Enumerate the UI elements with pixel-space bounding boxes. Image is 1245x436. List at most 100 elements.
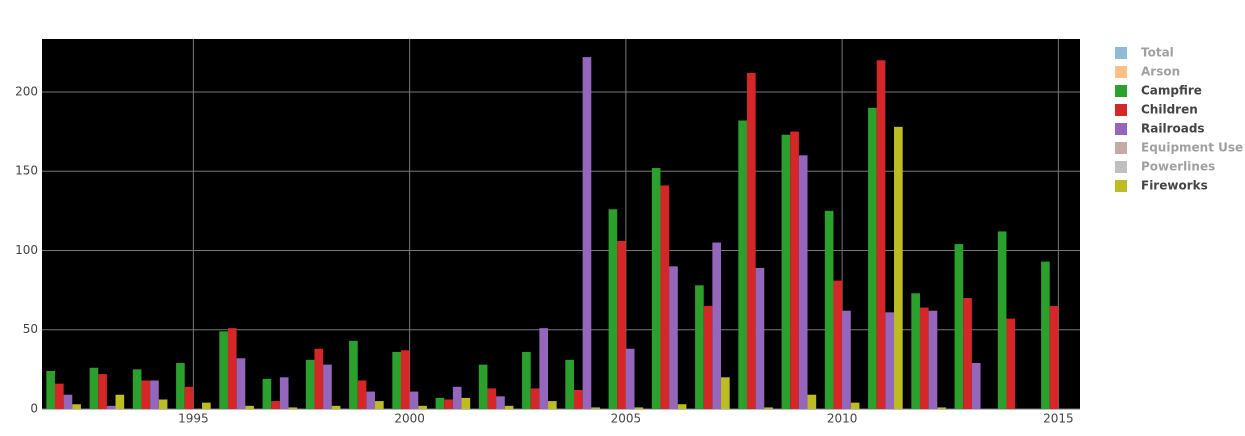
bar — [202, 402, 211, 409]
y-tick-label: 50 — [23, 322, 38, 336]
bar — [141, 380, 151, 409]
bar — [548, 401, 557, 409]
bar — [928, 310, 938, 409]
legend-label[interactable]: Arson — [1141, 65, 1180, 79]
bar — [539, 328, 549, 409]
bar — [522, 351, 531, 409]
bar — [530, 388, 540, 409]
bar — [305, 359, 315, 409]
bar — [911, 293, 920, 409]
legend-label[interactable]: Total — [1141, 46, 1174, 60]
bar — [1041, 261, 1050, 409]
bar — [721, 377, 730, 409]
bar — [919, 307, 929, 409]
legend-swatch[interactable] — [1115, 142, 1127, 154]
bar — [781, 134, 791, 409]
bar — [868, 107, 877, 409]
bar — [46, 370, 55, 409]
bar — [279, 377, 289, 409]
bar — [565, 359, 574, 409]
x-tick-label: 2000 — [394, 412, 425, 426]
bar — [651, 168, 661, 409]
x-tick-label: 1995 — [178, 412, 209, 426]
y-tick-label: 200 — [15, 84, 38, 98]
bar — [496, 396, 505, 409]
bar — [617, 240, 626, 409]
bar — [608, 209, 618, 409]
bar — [72, 404, 81, 409]
bar — [271, 401, 280, 409]
bar — [349, 340, 358, 409]
bar — [824, 210, 834, 409]
y-tick-label: 0 — [30, 402, 38, 416]
bar — [971, 363, 981, 409]
bar — [764, 407, 773, 409]
bar — [573, 389, 583, 409]
bar — [132, 369, 142, 409]
bar — [409, 391, 419, 409]
bar — [703, 305, 713, 409]
bar — [876, 60, 886, 410]
bar — [660, 185, 670, 409]
legend-label[interactable]: Railroads — [1141, 122, 1205, 136]
bar — [625, 348, 635, 409]
legend-swatch[interactable] — [1115, 104, 1127, 116]
bar — [738, 120, 747, 410]
x-tick-label: 2010 — [827, 412, 858, 426]
bar — [314, 348, 324, 409]
bar — [435, 397, 445, 409]
bar — [954, 244, 964, 409]
bar — [755, 267, 765, 409]
bar — [504, 405, 514, 409]
legend-label[interactable]: Campfire — [1141, 84, 1202, 98]
legend-swatch[interactable] — [1115, 123, 1127, 135]
bar — [89, 367, 99, 409]
legend-label[interactable]: Equipment Use — [1141, 141, 1243, 155]
bar — [1049, 305, 1059, 409]
bar — [418, 405, 427, 409]
bar — [331, 405, 341, 409]
bar — [366, 391, 376, 409]
legend-label[interactable]: Children — [1141, 103, 1198, 117]
bar — [375, 401, 384, 409]
bar — [236, 358, 246, 409]
bar — [850, 402, 860, 409]
legend-label[interactable]: Fireworks — [1141, 179, 1208, 193]
bar — [746, 72, 756, 409]
bar — [807, 394, 817, 409]
bar — [1006, 318, 1016, 409]
bar — [323, 364, 332, 409]
bar — [392, 351, 401, 409]
bar — [115, 394, 125, 409]
bar — [54, 383, 64, 409]
bar — [478, 364, 488, 409]
bar — [400, 350, 410, 409]
bar — [444, 399, 453, 409]
bar — [591, 407, 600, 409]
bar — [98, 374, 107, 409]
bar — [288, 407, 298, 409]
bar — [894, 126, 903, 409]
legend-swatch[interactable] — [1115, 180, 1127, 192]
bar — [634, 407, 644, 409]
bar — [227, 328, 237, 409]
bar — [798, 155, 808, 409]
bar — [833, 280, 843, 409]
legend-label[interactable]: Powerlines — [1141, 160, 1215, 174]
bar — [582, 57, 592, 409]
bar — [842, 310, 851, 409]
bar — [790, 131, 799, 409]
y-tick-label: 100 — [15, 243, 38, 257]
legend-swatch[interactable] — [1115, 85, 1127, 97]
bar — [452, 386, 462, 409]
bar — [176, 363, 185, 409]
bar — [461, 397, 471, 409]
legend-swatch[interactable] — [1115, 66, 1127, 78]
bar — [106, 405, 116, 409]
bar — [695, 285, 704, 409]
legend-swatch[interactable] — [1115, 47, 1127, 59]
bar — [150, 380, 159, 409]
bar — [712, 242, 722, 409]
legend-swatch[interactable] — [1115, 161, 1127, 173]
